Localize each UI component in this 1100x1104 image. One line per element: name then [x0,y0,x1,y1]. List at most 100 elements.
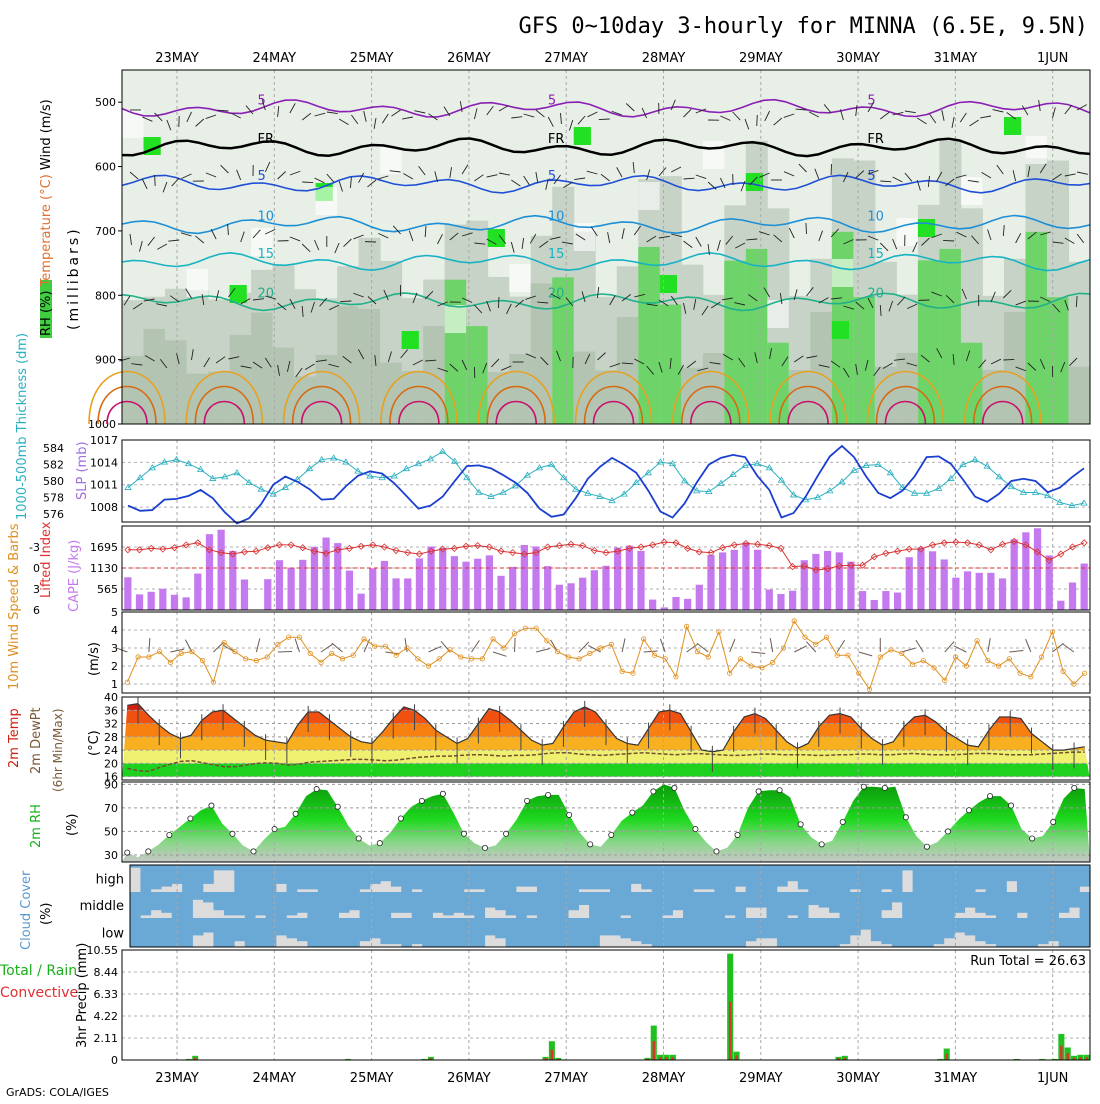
cloud-high-bar [954,865,965,892]
cloud-middle-bar [245,892,256,918]
rh-band-70 [789,370,811,424]
cape-axis-label: CAPE (J/kg) [67,540,82,612]
cloud-low-bar [704,918,715,947]
cloud-middle-bar [443,892,454,915]
cape-bar [171,595,178,610]
rh-point [1030,836,1035,841]
cloud-low-bar [328,918,339,947]
cloud-high-bar [735,865,746,887]
cloud-middle-bar [579,892,590,905]
pressure-tick-label: 1000 [88,418,116,431]
cloud-middle-bar [151,892,162,910]
cloud-middle-bar [704,892,715,918]
rh-point [945,829,950,834]
isotherm-label: 15 [258,247,275,262]
cape-bar [462,562,469,610]
rh-point [209,803,214,808]
rh-band-70 [165,340,187,424]
cloud-low-bar [600,918,611,935]
cloud-middle-bar [714,892,725,918]
cape-bar [906,557,913,610]
wind-unit-label: (m/s) [87,642,102,676]
wind-barb [757,115,758,126]
cloud-high-bar [1017,865,1028,892]
rh-point [188,816,193,821]
isotherm-label: 5 [548,169,556,184]
cloud-low-bar [1007,918,1018,947]
temp-tick-label: 40 [104,691,118,704]
surface-wind-barb [1009,651,1023,652]
cape-bar [1057,601,1064,610]
thickness-axis-label: 1000-500mb Thickness (dm) [15,333,30,520]
isotherm-label: FR [258,132,275,147]
cape-bar [1034,528,1041,610]
cape-tick-label: 1130 [90,562,118,575]
temp-tick-label: 28 [104,731,118,744]
date-label-bottom: 26MAY [447,1071,491,1086]
cloud-middle-bar [318,892,329,918]
thickness-tick-label: 582 [43,459,64,472]
precip-frame [122,950,1090,1060]
cape-bar [882,591,889,610]
cloud-low-bar [579,918,590,947]
surface-wind-barb [859,652,872,656]
cape-bar [404,578,411,610]
cape-bar [952,578,959,610]
rh-point [524,798,529,803]
cloud-high-bar [829,865,840,892]
cape-bar [264,579,271,610]
rh-point [398,816,403,821]
cloud-middle-bar [631,892,642,918]
cloud-high-bar [787,865,798,881]
rh-band-70 [595,370,617,424]
wind-speed-line [127,621,1084,689]
cloud-high-bar [161,865,172,887]
cloud-low-bar [892,918,903,947]
rh-point [461,831,466,836]
cloud-high-bar [704,865,715,889]
li-axis-label: Lifted Index [39,521,54,598]
cape-bar [392,578,399,610]
cape-bar [626,546,633,610]
cloud-middle-bar [996,892,1007,918]
cloud-high-bar [527,865,538,887]
cape-bar [649,600,656,610]
cape-bar [591,570,598,610]
precip-tick-label: 2.11 [94,1032,119,1045]
cloud-high-bar [297,865,308,889]
cloud-low-bar [631,918,642,941]
rh-band-70 [853,297,875,424]
wind-speed-point [1082,671,1086,675]
cape-bar [509,567,516,610]
rh-band-70 [982,370,1004,424]
rh-point [672,785,677,790]
cloud-high-bar [860,865,871,892]
cloud-high-bar [422,865,433,892]
rh-band-70 [638,247,660,424]
temp-tick-label: 24 [104,744,118,757]
cloud-middle-bar [850,892,861,918]
surface-wind-barb [945,642,954,652]
cloud-unit-label: (%) [39,903,54,926]
rh-band-70 [724,261,746,424]
cloud-axis-label: Cloud Cover [19,870,34,950]
cloud-middle-bar [349,892,360,910]
date-label-top: 1JUN [1037,51,1068,66]
cloud-middle-bar [339,892,350,913]
cape-bar [894,593,901,610]
cloud-low-bar [568,918,579,947]
temp-band [122,750,1090,763]
rh-point [419,798,424,803]
wind-barb [1003,359,1014,360]
cloud-middle-bar [130,892,141,918]
surface-wind-barb [837,640,844,652]
cloud-low-bar [151,918,162,947]
cloud-middle-bar [787,892,798,915]
cloud-low-bar [224,918,235,947]
cloud-low-bar [412,918,423,944]
rh-point [882,785,887,790]
cloud-low-bar [944,918,955,938]
cloud-middle-bar [495,892,506,910]
cloud-low-bar [1059,918,1070,947]
pressure-tick-label: 600 [95,161,116,174]
